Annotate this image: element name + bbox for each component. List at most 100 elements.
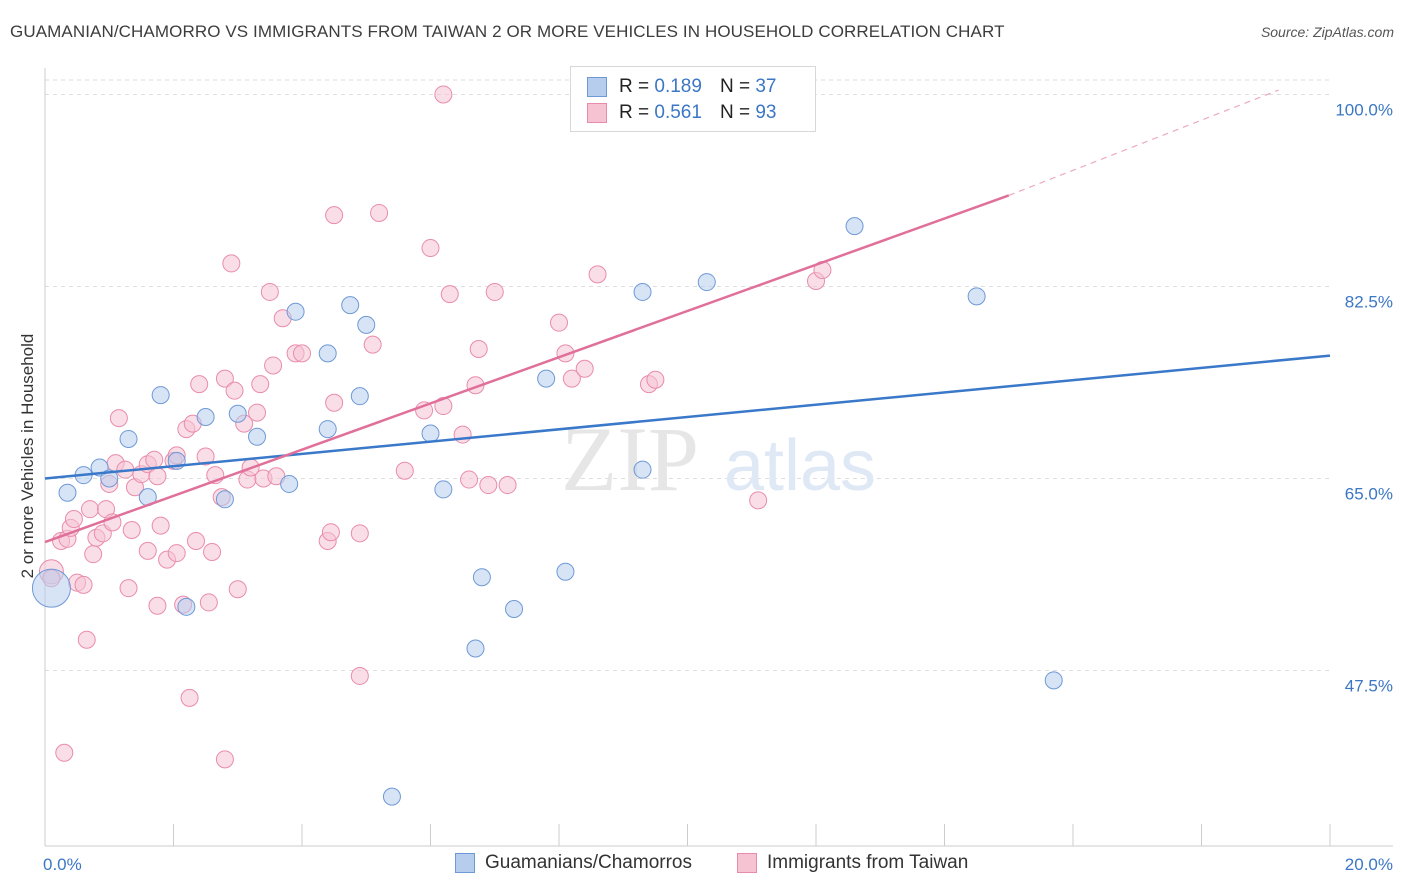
data-point <box>148 467 167 486</box>
data-point <box>264 356 283 375</box>
data-point <box>562 369 581 388</box>
trend-line-blue <box>44 354 1331 480</box>
data-point <box>370 203 389 222</box>
data-point <box>633 460 652 479</box>
data-point <box>318 420 337 439</box>
data-point <box>80 500 99 519</box>
data-point <box>203 542 222 561</box>
data-point <box>460 470 479 489</box>
data-point <box>350 387 369 406</box>
legend-row-blue: R = 0.189 N = 37 <box>587 74 776 100</box>
data-point <box>341 296 360 315</box>
x-tick-label: 0.0% <box>43 855 82 874</box>
data-point <box>228 580 247 599</box>
data-point <box>222 254 241 273</box>
data-point <box>537 369 556 388</box>
y-tick-label: 47.5% <box>1345 676 1393 695</box>
bottom-legend-blue: Guamanians/Chamorros <box>455 852 692 874</box>
data-point <box>190 375 209 394</box>
legend-r-value: 0.561 <box>654 102 702 123</box>
legend-r-value: 0.189 <box>654 76 702 97</box>
legend-swatch-pink <box>587 103 607 123</box>
data-point <box>145 450 164 469</box>
data-point <box>248 427 267 446</box>
blue-series <box>31 217 1063 806</box>
data-point <box>434 480 453 499</box>
data-point <box>357 315 376 334</box>
data-point <box>199 593 218 612</box>
data-point <box>55 743 74 762</box>
data-point <box>119 579 138 598</box>
data-point <box>485 282 504 301</box>
data-point <box>177 597 196 616</box>
data-point <box>186 531 205 550</box>
data-point <box>363 335 382 354</box>
data-point <box>350 524 369 543</box>
legend-row-pink: R = 0.561 N = 93 <box>587 100 776 126</box>
data-point <box>749 491 768 510</box>
data-point <box>382 787 401 806</box>
data-point <box>225 381 244 400</box>
watermark-atlas: atlas <box>724 426 876 506</box>
data-point <box>251 375 270 394</box>
data-point <box>64 510 83 529</box>
legend-n-label: N = <box>719 76 751 97</box>
y-tick-label: 82.5% <box>1345 292 1393 311</box>
data-point <box>318 344 337 363</box>
legend-n-value: 93 <box>755 102 777 123</box>
data-point <box>31 568 71 608</box>
bottom-legend-swatch-blue <box>455 853 475 873</box>
chart-title: GUAMANIAN/CHAMORRO VS IMMIGRANTS FROM TA… <box>10 22 1005 41</box>
data-point <box>215 369 234 388</box>
watermark-zip: ZIP <box>561 408 699 510</box>
data-point <box>479 476 498 495</box>
bottom-legend-swatch-pink <box>737 853 757 873</box>
data-point <box>122 521 141 540</box>
bottom-legend-label-blue: Guamanians/Chamorros <box>485 852 692 873</box>
data-point <box>505 600 524 619</box>
data-point <box>109 409 128 428</box>
data-point <box>350 666 369 685</box>
data-point <box>469 339 488 358</box>
axes <box>44 68 1393 847</box>
data-point <box>845 217 864 236</box>
data-point <box>395 461 414 480</box>
data-point <box>84 545 103 564</box>
data-point <box>453 425 472 444</box>
legend-swatch-blue <box>587 77 607 97</box>
data-point <box>472 568 491 587</box>
trend-lines <box>44 89 1331 544</box>
data-point <box>1044 671 1063 690</box>
data-point <box>119 429 138 448</box>
data-point <box>77 630 96 649</box>
legend-r-label: R = <box>619 102 650 123</box>
data-point <box>466 639 485 658</box>
data-point <box>421 239 440 258</box>
data-point <box>167 544 186 563</box>
data-point <box>293 344 311 363</box>
legend-n-label: N = <box>719 102 751 123</box>
x-tick-label: 20.0% <box>1345 855 1393 874</box>
data-point <box>151 516 170 535</box>
data-point <box>215 750 234 769</box>
data-point <box>58 483 77 502</box>
tick-labels: 100.0% 82.5% 65.0% 47.5% 0.0% 20.0% <box>43 100 1393 874</box>
y-tick-label: 65.0% <box>1345 484 1393 503</box>
data-point <box>151 386 170 405</box>
data-point <box>575 359 594 378</box>
legend-n-value: 37 <box>755 76 777 97</box>
data-point <box>248 403 267 422</box>
data-point <box>196 447 215 466</box>
data-point <box>556 562 575 581</box>
data-point <box>967 287 986 306</box>
data-point <box>215 490 234 509</box>
data-point <box>280 474 299 493</box>
trend-line-pink <box>44 194 1010 544</box>
y-tick-label: 100.0% <box>1335 100 1393 119</box>
data-point <box>148 596 167 615</box>
legend-r-label: R = <box>619 76 650 97</box>
data-point <box>321 523 340 542</box>
data-point <box>633 282 652 301</box>
data-point <box>286 302 305 321</box>
